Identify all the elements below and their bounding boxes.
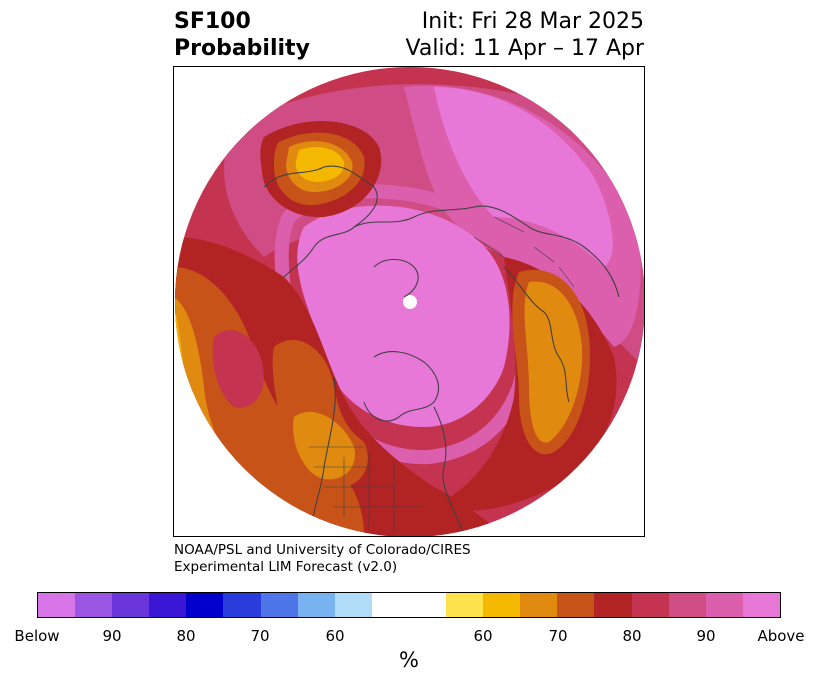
colorbar-tick-label: 80 (176, 627, 196, 645)
colorbar-segment (75, 593, 113, 617)
colorbar-segment (594, 593, 632, 617)
colorbar-segment (149, 593, 187, 617)
field-rose-pacific (212, 330, 264, 408)
colorbar-tick-label: 60 (325, 627, 345, 645)
colorbar-tick-label: Below (14, 627, 60, 645)
coast-east-asia (503, 266, 570, 403)
colorbar-tick-label: 70 (548, 627, 568, 645)
coast-canada-arctic (363, 351, 439, 422)
border-grid-us (309, 446, 424, 532)
colorbar-segment (38, 593, 76, 617)
coast-europe (263, 165, 378, 278)
colorbar-segment (446, 593, 484, 617)
colorbar-segment (334, 593, 372, 617)
colorbar-tick-label: 70 (250, 627, 270, 645)
coast-siberia (353, 205, 620, 298)
valid-range: Valid: 11 Apr – 17 Apr (405, 36, 645, 61)
colorbar-segment (668, 593, 706, 617)
colorbar-segment (631, 593, 669, 617)
credit-line-1: NOAA/PSL and University of Colorado/CIRE… (174, 542, 471, 558)
polar-map (175, 67, 644, 536)
colorbar-tick-label: Above (757, 627, 805, 645)
field-amber-europe (295, 147, 345, 182)
colorbar-tick-label: 80 (622, 627, 642, 645)
field-orange-asia (524, 281, 583, 443)
colorbar (37, 592, 781, 618)
colorbar-tick-label: 90 (696, 627, 716, 645)
colorbar-segment (186, 593, 224, 617)
coast-east-america (433, 406, 465, 536)
colorbar-tick-label: 60 (473, 627, 493, 645)
colorbar-segment (483, 593, 521, 617)
colorbar-segment (297, 593, 335, 617)
probability-field (175, 67, 644, 536)
credit-line-2: Experimental LIM Forecast (v2.0) (174, 559, 398, 575)
colorbar-segment (557, 593, 595, 617)
field-magenta-siberia (434, 87, 613, 267)
colorbar-segment (520, 593, 558, 617)
colorbar-segment (705, 593, 743, 617)
colorbar-segment (371, 593, 447, 617)
colorbar-tick-label: 90 (102, 627, 122, 645)
field-polar-maximum (297, 205, 510, 427)
map-title: SF100 Probability (174, 8, 310, 62)
colorbar-unit: % (399, 648, 419, 672)
border-lines-asia (473, 216, 575, 288)
colorbar-segment (223, 593, 261, 617)
coastlines (263, 165, 620, 536)
init-date: Init: Fri 28 Mar 2025 (421, 9, 644, 34)
borders (309, 216, 575, 532)
colorbar-segment (112, 593, 150, 617)
map-panel (173, 66, 645, 537)
title-line-2: Probability (174, 36, 310, 61)
field-orange-america (293, 411, 355, 480)
coast-greenland-north (373, 258, 419, 298)
colorbar-segment (742, 593, 780, 617)
credit: NOAA/PSL and University of Colorado/CIRE… (174, 542, 471, 576)
colorbar-segment (260, 593, 298, 617)
forecast-dates: Init: Fri 28 Mar 2025 Valid: 11 Apr – 17… (406, 8, 645, 62)
pole-gap (403, 295, 417, 309)
title-line-1: SF100 (174, 9, 251, 34)
